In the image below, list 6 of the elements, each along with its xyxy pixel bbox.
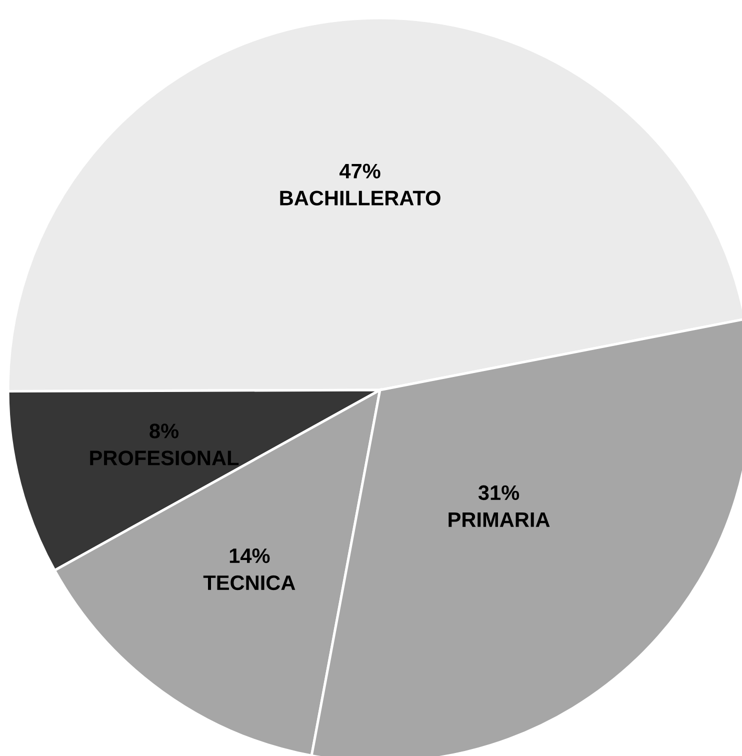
slice-label: PRIMARIA bbox=[448, 512, 550, 527]
data-label: 14% bbox=[230, 548, 270, 564]
data-label: 47% bbox=[340, 164, 380, 178]
slice-label: BACHILLERATO bbox=[280, 190, 440, 206]
data-label: 31% bbox=[478, 485, 520, 500]
slice-label: TECNICA bbox=[203, 575, 296, 590]
